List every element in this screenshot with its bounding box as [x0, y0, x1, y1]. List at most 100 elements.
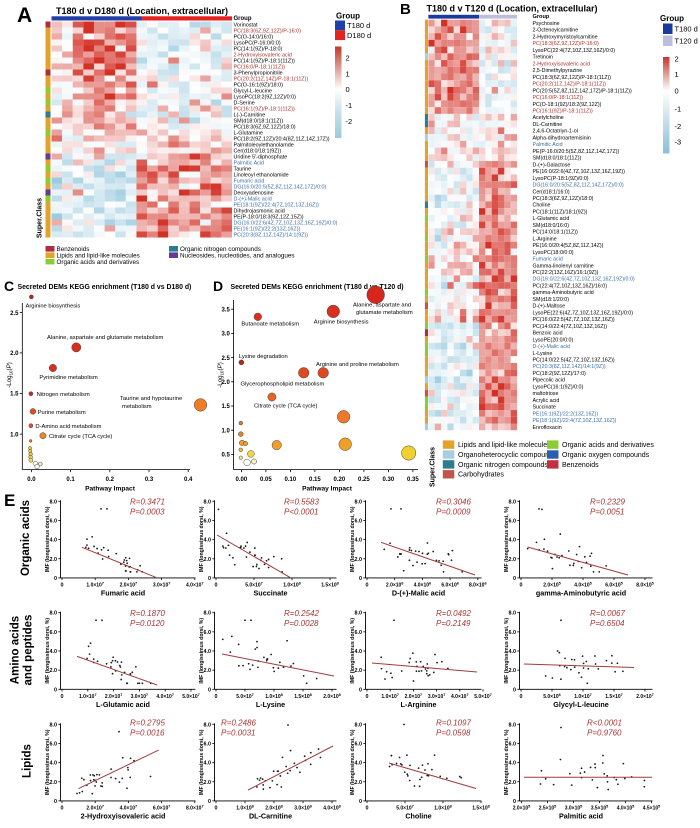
svg-text:8.0×106: 8.0×106 — [469, 581, 487, 588]
svg-text:Benzoic acid: Benzoic acid — [533, 331, 563, 337]
svg-text:Benzenoids: Benzenoids — [562, 462, 599, 469]
svg-text:D-(+)-Malic acid: D-(+)-Malic acid — [533, 344, 571, 350]
svg-text:Succinate: Succinate — [254, 588, 288, 597]
svg-text:Nitrogen metabolism: Nitrogen metabolism — [37, 392, 90, 398]
svg-text:Butanoate metabolism: Butanoate metabolism — [241, 322, 299, 328]
svg-text:DG(16:0/22:6(4Z,7Z,10Z,13Z,16Z: DG(16:0/22:6(4Z,7Z,10Z,13Z,16Z,19Z)/0:0) — [234, 221, 338, 227]
svg-text:6.0: 6.0 — [355, 741, 363, 747]
svg-text:5.0×107: 5.0×107 — [474, 693, 492, 700]
svg-text:4.0: 4.0 — [204, 761, 212, 767]
svg-text:Acetylcholine: Acetylcholine — [533, 115, 564, 121]
svg-text:E: E — [4, 491, 15, 510]
svg-text:Choline: Choline — [405, 811, 431, 820]
svg-text:3-Phenylpropionitrile: 3-Phenylpropionitrile — [234, 71, 283, 77]
svg-text:0: 0 — [61, 805, 64, 811]
svg-text:0: 0 — [208, 576, 211, 582]
svg-text:Benzenoids: Benzenoids — [57, 246, 90, 253]
svg-text:PC(14:1(9Z)/P-18:0): PC(14:1(9Z)/P-18:0) — [234, 47, 283, 53]
svg-text:Secreted DEMs KEGG enrichment: Secreted DEMs KEGG enrichment (T180 d vs… — [231, 284, 404, 291]
svg-text:Alpha-dihydroartemisinin: Alpha-dihydroartemisinin — [533, 135, 591, 141]
svg-text:PC(14:1(9Z)/P-18:1(11Z)): PC(14:1(9Z)/P-18:1(11Z)) — [234, 59, 296, 65]
svg-text:0.1: 0.1 — [66, 477, 75, 483]
svg-text:P=0.9760: P=0.9760 — [587, 729, 622, 738]
svg-text:1.0×108: 1.0×108 — [283, 581, 301, 588]
svg-text:DL-Carnitine: DL-Carnitine — [533, 122, 563, 128]
svg-text:4.0: 4.0 — [509, 538, 517, 544]
svg-text:PC(16:0/P-18:1(11Z)): PC(16:0/P-18:1(11Z)) — [533, 95, 584, 101]
svg-text:PC(14:0/18:1(11Z)): PC(14:0/18:1(11Z)) — [533, 230, 578, 236]
svg-text:PC(14:0/22:5(4Z,7Z,10Z,13Z,16Z: PC(14:0/22:5(4Z,7Z,10Z,13Z,16Z)) — [533, 358, 615, 364]
svg-text:4.0×107: 4.0×107 — [156, 693, 174, 700]
svg-text:1.0: 1.0 — [221, 428, 230, 434]
svg-text:Lipids: Lipids — [22, 744, 34, 778]
svg-text:6.0×105: 6.0×105 — [605, 581, 623, 588]
svg-text:5.0×107: 5.0×107 — [245, 581, 263, 588]
svg-text:IMF (longissimus dorsi, %): IMF (longissimus dorsi, %) — [504, 506, 510, 572]
svg-text:-Log10(P): -Log10(P) — [217, 362, 224, 388]
svg-text:metabolism: metabolism — [122, 404, 152, 410]
svg-text:Fumaric acid: Fumaric acid — [234, 179, 265, 185]
svg-text:Enrofloxacin: Enrofloxacin — [533, 425, 562, 431]
svg-text:Gamma-linolenyl carnitine: Gamma-linolenyl carnitine — [533, 263, 594, 269]
svg-text:Taurine: Taurine — [234, 167, 252, 173]
svg-text:Succinate: Succinate — [533, 405, 556, 411]
svg-text:Palmitic Acid: Palmitic Acid — [234, 161, 265, 167]
svg-text:4.0×105: 4.0×105 — [574, 581, 592, 588]
svg-text:0.5: 0.5 — [221, 453, 230, 459]
svg-text:6.0: 6.0 — [355, 518, 363, 524]
svg-text:PC(18:3(6Z,9Z,12Z)/18:0): PC(18:3(6Z,9Z,12Z)/18:0) — [533, 196, 594, 202]
svg-text:PE(18:1(9Z)/22:4(7Z,10Z,13Z,16: PE(18:1(9Z)/22:4(7Z,10Z,13Z,16Z)) — [234, 203, 320, 209]
svg-text:SM(d18:0/18:1(11Z)): SM(d18:0/18:1(11Z)) — [234, 119, 284, 125]
svg-text:2: 2 — [346, 54, 350, 63]
svg-text:0.25: 0.25 — [358, 477, 370, 483]
svg-text:1.5×108: 1.5×108 — [294, 693, 312, 700]
svg-text:8.0: 8.0 — [509, 611, 517, 617]
svg-text:LysoPC(22:4(7Z,10Z,13Z,16Z)/0:: LysoPC(22:4(7Z,10Z,13Z,16Z)/0:0) — [533, 48, 616, 54]
svg-text:IMF (longissimus dorsi, %): IMF (longissimus dorsi, %) — [199, 506, 205, 572]
svg-text:5.0×107: 5.0×107 — [236, 693, 254, 700]
svg-text:2.0: 2.0 — [355, 780, 363, 786]
svg-text:8.0: 8.0 — [355, 611, 363, 617]
svg-text:T180 d v T120 d (Location, ext: T180 d v T120 d (Location, extracellular… — [426, 4, 597, 14]
svg-text:PE(16:0/22:6(4Z,7Z,10Z,13Z,16Z: PE(16:0/22:6(4Z,7Z,10Z,13Z,16Z,19Z)) — [533, 169, 626, 175]
svg-text:R=0.2542: R=0.2542 — [284, 609, 319, 618]
svg-text:0: 0 — [54, 799, 57, 805]
svg-text:LysoPC(P-16:0/0:0): LysoPC(P-16:0/0:0) — [234, 41, 281, 47]
svg-text:0.10: 0.10 — [285, 477, 297, 483]
svg-text:1.5×108: 1.5×108 — [321, 581, 339, 588]
svg-text:P=0.0009: P=0.0009 — [436, 508, 471, 517]
svg-text:PC(18:1(11Z)/18:1(9Z)): PC(18:1(11Z)/18:1(9Z)) — [533, 209, 588, 215]
svg-text:8.0×105: 8.0×105 — [636, 581, 654, 588]
svg-text:L-Lysine: L-Lysine — [256, 700, 285, 709]
svg-text:5.0×107: 5.0×107 — [396, 804, 414, 811]
svg-text:8.0: 8.0 — [355, 499, 363, 505]
svg-text:R=0.2486: R=0.2486 — [221, 719, 256, 728]
svg-text:PE(16:1(9Z)/22:2(13Z,16Z)): PE(16:1(9Z)/22:2(13Z,16Z)) — [234, 227, 301, 233]
svg-text:1.5: 1.5 — [10, 392, 19, 398]
svg-text:0: 0 — [513, 799, 516, 805]
svg-text:2.0×105: 2.0×105 — [513, 804, 531, 811]
svg-text:2.0×107: 2.0×107 — [86, 804, 104, 811]
svg-text:Super.Class: Super.Class — [430, 447, 437, 487]
svg-text:PE(P-16:0/20:5(5Z,8Z,11Z,14Z,1: PE(P-16:0/20:5(5Z,8Z,11Z,14Z,17Z)) — [533, 149, 620, 155]
svg-text:0.20: 0.20 — [334, 477, 346, 483]
svg-text:P=0.0598: P=0.0598 — [436, 729, 471, 738]
svg-text:2.0×107: 2.0×107 — [636, 693, 654, 700]
svg-text:IMF (longissimus dorsi, %): IMF (longissimus dorsi, %) — [45, 506, 51, 572]
svg-text:8.0: 8.0 — [509, 499, 517, 505]
svg-text:1.0×108: 1.0×108 — [236, 804, 254, 811]
svg-text:0: 0 — [61, 582, 64, 588]
svg-text:Pathway Impact: Pathway Impact — [302, 486, 353, 493]
svg-text:4.0: 4.0 — [355, 649, 363, 655]
svg-text:Pathway Impact: Pathway Impact — [85, 486, 136, 493]
svg-text:DG(16:0/22:6(4Z,7Z,10Z,13Z,16Z: DG(16:0/22:6(4Z,7Z,10Z,13Z,16Z,19Z)/0:0) — [533, 277, 635, 283]
svg-text:2.5: 2.5 — [10, 311, 19, 317]
svg-text:Choline: Choline — [533, 203, 551, 209]
svg-text:Arginine biosynthesis: Arginine biosynthesis — [314, 319, 369, 325]
svg-text:2.0: 2.0 — [355, 557, 363, 563]
svg-text:Deoxyadenosine: Deoxyadenosine — [234, 191, 274, 197]
svg-text:L-Arginine: L-Arginine — [401, 700, 437, 709]
svg-text:PC(O-14:0/16:0): PC(O-14:0/16:0) — [234, 35, 274, 41]
svg-text:Alanine, aspartate and glutama: Alanine, aspartate and glutamate metabol… — [47, 335, 163, 341]
svg-text:Cer(d18:0/18:1(9Z)): Cer(d18:0/18:1(9Z)) — [234, 149, 282, 155]
